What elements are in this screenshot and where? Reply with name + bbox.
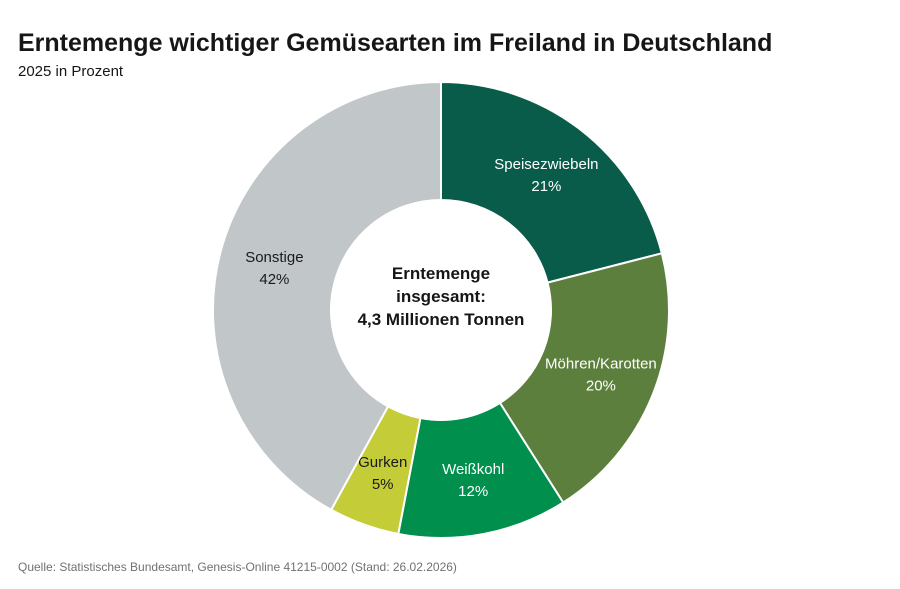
donut-chart-area: Speisezwiebeln 21% Möhren/Karotten 20% Weißk…: [201, 70, 681, 550]
segment-label-weisskohl: Weißkohl 12%: [442, 461, 504, 500]
segment-label-sonstige: Sonstige 42%: [245, 249, 303, 288]
donut-segment-sonstige: [212, 81, 442, 511]
donut-chart: Speisezwiebeln 21% Möhren/Karotten 20% Weißk…: [212, 81, 670, 539]
center-label-line-2: insgesamt:: [396, 287, 486, 306]
donut-segment-speisezwiebeln: [440, 81, 663, 284]
page-subtitle: 2025 in Prozent: [18, 63, 124, 80]
source-note: Quelle: Statistisches Bundesamt, Genesis…: [18, 560, 457, 574]
segment-label-gurken: Gurken 5%: [358, 454, 407, 493]
center-label-line-3: 4,3 Millionen Tonnen: [357, 310, 525, 329]
donut-segment-moehren-karotten: [498, 252, 670, 504]
segment-label-moehren-karotten: Möhren/Karotten 20%: [545, 355, 657, 394]
page-title: Erntemenge wichtiger Gemüsearten im Frei…: [18, 29, 773, 57]
segment-label-speisezwiebeln: Speisezwiebeln 21%: [494, 156, 598, 195]
donut-center-label: Erntemenge insgesamt: 4,3 Millionen Tonn…: [291, 262, 591, 331]
center-label-line-1: Erntemenge: [391, 264, 491, 283]
